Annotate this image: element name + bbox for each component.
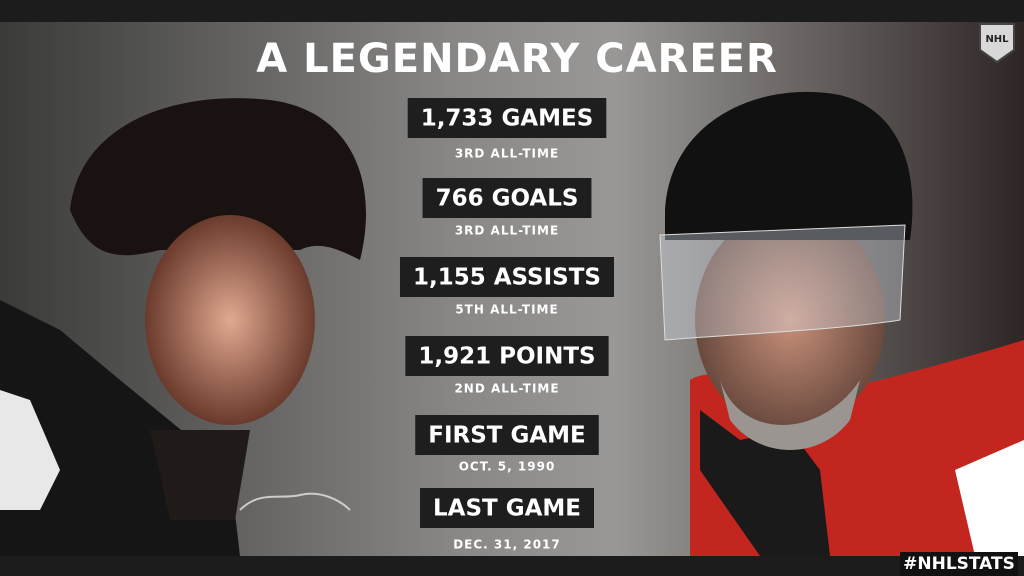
helmet	[665, 91, 913, 240]
stat-box	[399, 257, 615, 297]
bottom-bar	[0, 556, 1024, 576]
hashtag: #NHLSTATS	[903, 554, 1015, 574]
stat-label: 1,155 ASSISTS	[413, 265, 601, 291]
stat-box	[415, 415, 599, 455]
stat-label: 766 GOALS	[436, 186, 579, 212]
stat-sub: 5TH ALL-TIME	[455, 303, 558, 317]
hashtag-box	[900, 552, 1018, 576]
stat-box	[405, 336, 609, 376]
top-bar	[0, 0, 1024, 22]
stat-label: FIRST GAME	[428, 423, 586, 449]
title: A LEGENDARY CAREER	[256, 36, 778, 82]
signature	[239, 492, 351, 511]
stat-box	[422, 178, 592, 218]
stat-sub: 2ND ALL-TIME	[454, 382, 559, 396]
beard	[720, 380, 860, 450]
neck	[150, 430, 250, 520]
shield	[979, 23, 1015, 64]
stat-sub: OCT. 5, 1990	[459, 460, 556, 474]
stat-label: LAST GAME	[433, 496, 581, 522]
right-player	[659, 91, 1024, 556]
flag-patch	[955, 440, 1024, 556]
visor	[659, 224, 906, 341]
face	[145, 215, 315, 425]
stat-label: 1,921 POINTS	[418, 344, 595, 370]
stat-sub: 3RD ALL-TIME	[455, 224, 559, 238]
nhl-logo: NHL	[979, 23, 1015, 64]
stat-box	[420, 488, 594, 528]
stat-sub: DEC. 31, 2017	[453, 538, 561, 552]
stat-sub: 3RD ALL-TIME	[455, 147, 559, 161]
left-player	[0, 98, 366, 556]
logo-text: NHL	[985, 34, 1009, 45]
face	[695, 210, 885, 430]
stat-label: 1,733 GAMES	[421, 106, 594, 132]
penguin-logo	[0, 390, 60, 510]
stat-list: 1,733 GAMES 3RD ALL-TIME 766 GOALS 3RD ALL-…	[399, 98, 615, 552]
hair	[70, 98, 366, 260]
stat-box	[407, 98, 607, 138]
